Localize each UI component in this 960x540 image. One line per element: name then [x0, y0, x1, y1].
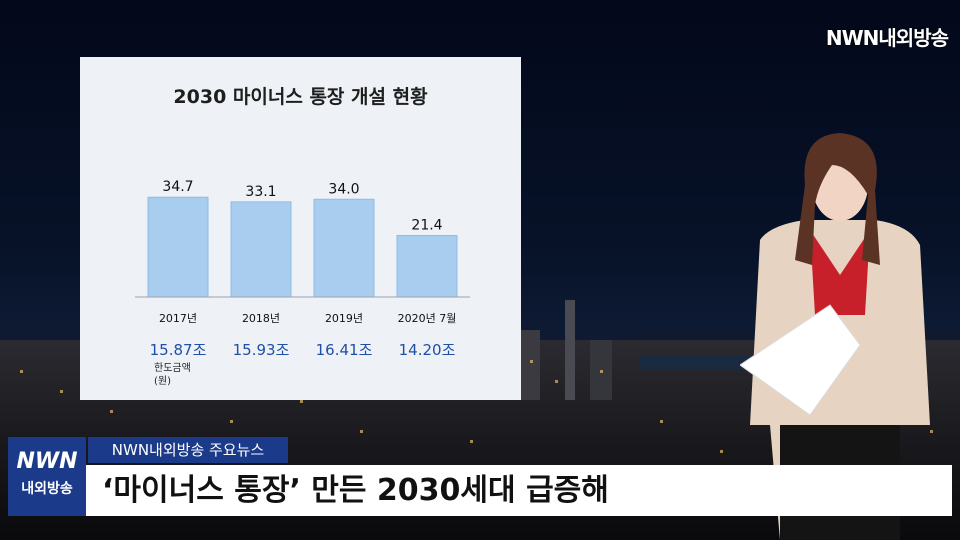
bar-value-label: 34.0: [328, 181, 359, 197]
limit-legend-label: (원): [154, 375, 171, 387]
limit-legend-label: 한도금액: [154, 362, 191, 374]
bar-value-label: 33.1: [245, 184, 276, 200]
category-label: 2018년: [242, 312, 280, 325]
bar-value-label: 21.4: [411, 217, 442, 233]
channel-badge: NWN 내외방송: [8, 437, 86, 516]
bar-2: [230, 201, 292, 298]
bar-value-label: 34.7: [162, 179, 193, 195]
chart-panel: 2030 마이너스 통장 개설 현황 34.7 2017년 15.87조 33.1 20…: [80, 57, 521, 400]
broadcaster-logo: NWN내외방송: [825, 26, 949, 50]
category-label: 2017년: [159, 312, 197, 325]
limit-amount: 15.87조: [150, 341, 207, 359]
category-label: 2020년 7월: [398, 312, 457, 325]
chart-title: 2030 마이너스 통장 개설 현황: [173, 86, 428, 108]
news-headline: ‘마이너스 통장’ 만든 2030세대 급증해: [86, 465, 952, 516]
category-label: 2019년: [325, 312, 363, 325]
news-section-label: NWN내외방송 주요뉴스: [88, 437, 288, 463]
bar-1: [147, 196, 209, 298]
limit-amount: 15.93조: [233, 341, 290, 359]
bar-3: [313, 198, 375, 298]
badge-line1: NWN: [16, 449, 78, 474]
bar-4: [396, 234, 458, 298]
limit-amount: 16.41조: [316, 341, 373, 359]
badge-line2: 내외방송: [21, 481, 73, 497]
bar-chart: 34.7 2017년 15.87조 33.1 2018년 15.93조 34.0 2019년 1…: [135, 179, 470, 387]
limit-amount: 14.20조: [399, 341, 456, 359]
